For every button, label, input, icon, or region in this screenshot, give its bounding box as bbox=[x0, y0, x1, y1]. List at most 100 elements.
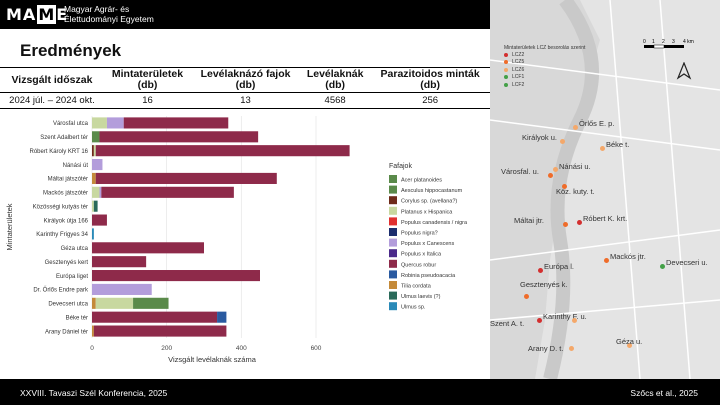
cell-sites: 16 bbox=[103, 92, 192, 109]
credit-label: Szőcs et al., 2025 bbox=[630, 388, 698, 398]
bar-segment bbox=[101, 186, 234, 198]
y-tick-label: Európa liget bbox=[56, 274, 88, 280]
y-tick-label: Gesztenyés kert bbox=[45, 260, 89, 266]
x-tick-label: 600 bbox=[311, 345, 322, 352]
map-legend-item: LCF2 bbox=[504, 81, 585, 89]
map-site-label: Nánási u. bbox=[559, 162, 591, 171]
map-site-marker[interactable] bbox=[627, 343, 632, 348]
map-legend-label: LCZ5 bbox=[512, 59, 525, 66]
bar-segment bbox=[92, 325, 94, 337]
y-tick-label: Dr. Őrlős Endre park bbox=[33, 287, 89, 294]
map-site-marker[interactable] bbox=[538, 268, 543, 273]
x-tick-label: 400 bbox=[236, 345, 247, 352]
legend-label: Quercus robur bbox=[401, 262, 436, 268]
bar-segment bbox=[92, 186, 100, 198]
legend-dot bbox=[504, 75, 508, 80]
legend-swatch bbox=[389, 217, 397, 226]
legend-swatch bbox=[389, 281, 397, 289]
bar-segment bbox=[92, 256, 147, 268]
map-site-marker[interactable] bbox=[560, 139, 565, 144]
map-site-label: Köz. kuty. t. bbox=[556, 187, 595, 196]
map-site-label: Gesztenyés k. bbox=[520, 280, 568, 289]
mame-logo: MA ME bbox=[6, 5, 69, 24]
map-site-marker[interactable] bbox=[577, 220, 582, 225]
university-line-1: Magyar Agrár- és bbox=[64, 4, 130, 14]
map-site-label: Máltai jtr. bbox=[514, 216, 545, 225]
bar-segment bbox=[92, 172, 96, 184]
map-site-label: Devecseri u. bbox=[666, 258, 708, 267]
cell-period: 2024 júl. – 2024 okt. bbox=[0, 92, 104, 109]
y-axis-label: Mintaterületek bbox=[5, 203, 14, 250]
map-site-marker[interactable] bbox=[572, 318, 577, 323]
y-tick-label: Szent Adalbert tér bbox=[40, 135, 88, 141]
header-bar: MA ME Magyar Agrár- és Élettudományi Egye… bbox=[0, 0, 490, 29]
legend-swatch bbox=[389, 185, 397, 194]
map-site-marker[interactable] bbox=[553, 167, 558, 172]
col-header-period: Vizsgált időszak bbox=[0, 67, 104, 93]
table-row: 2024 júl. – 2024 okt. 16 13 4568 256 bbox=[0, 92, 490, 109]
legend-dot bbox=[504, 52, 508, 57]
map-legend-item: LCZ5 bbox=[504, 59, 585, 67]
bar-segment bbox=[92, 145, 94, 157]
legend-label: Populus x Canescens bbox=[401, 241, 454, 247]
y-tick-label: Városfal utca bbox=[53, 121, 89, 127]
scale-label: 1 bbox=[652, 39, 655, 45]
cell-mines: 4568 bbox=[299, 92, 371, 109]
legend-swatch bbox=[389, 196, 397, 205]
legend-swatch bbox=[389, 270, 397, 279]
map-site-marker[interactable] bbox=[562, 184, 567, 189]
bar-segment bbox=[92, 214, 107, 226]
x-axis-label: Vizsgált levélaknák száma bbox=[168, 355, 257, 364]
map-legend-item: LCZ6 bbox=[504, 66, 585, 74]
footer-bar: XXVIII. Tavaszi Szél Konferencia, 2025 S… bbox=[0, 379, 720, 405]
bar-segment bbox=[217, 311, 227, 323]
legend-dot bbox=[504, 82, 508, 87]
summary-header-row: Vizsgált időszak Mintaterületek (db) Levé… bbox=[0, 67, 490, 93]
legend-title: Fafajok bbox=[389, 163, 412, 170]
map-site-marker[interactable] bbox=[537, 318, 542, 323]
map-site-label: Európa l. bbox=[544, 262, 575, 271]
bar-segment bbox=[99, 131, 259, 143]
map-site-marker[interactable] bbox=[548, 173, 553, 178]
map-site-marker[interactable] bbox=[600, 146, 605, 151]
map-site-label: Városfal. u. bbox=[501, 167, 539, 176]
legend-label: Ulmus sp. bbox=[401, 305, 426, 311]
map-site-marker[interactable] bbox=[524, 294, 529, 299]
map-site-marker[interactable] bbox=[604, 258, 609, 263]
legend-label: Aesculus hippocastanum bbox=[401, 188, 463, 194]
bar-segment bbox=[133, 297, 169, 309]
scale-bar: 0 1 2 3 4 km bbox=[643, 39, 694, 49]
map-site-label: Karinthy F. u. bbox=[543, 312, 587, 321]
legend-dot bbox=[504, 60, 508, 65]
bar-segment bbox=[106, 117, 124, 129]
summary-table: Vizsgált időszak Mintaterületek (db) Levé… bbox=[0, 67, 490, 109]
bar-segment bbox=[93, 200, 98, 212]
map-site-label: Géza u. bbox=[616, 337, 643, 346]
legend-label: Ulmus laevis (?) bbox=[401, 294, 441, 300]
map-site-marker[interactable] bbox=[660, 264, 665, 269]
y-tick-label: Máltai játszótér bbox=[48, 177, 88, 183]
map-site-label: Arany D. t. bbox=[528, 344, 564, 353]
bar-segment bbox=[92, 117, 107, 129]
legend-label: Populus x Italica bbox=[401, 252, 442, 258]
bar-segment bbox=[93, 325, 227, 337]
map-site-label: Róbert K. krt. bbox=[583, 214, 628, 223]
bar-segment bbox=[92, 283, 152, 295]
legend-label: Tilia cordata bbox=[401, 284, 432, 290]
map-legend-label: LCF1 bbox=[512, 74, 525, 81]
legend-swatch bbox=[389, 259, 397, 268]
map-site-marker[interactable] bbox=[569, 346, 574, 351]
map-background bbox=[490, 0, 720, 379]
legend-swatch bbox=[389, 175, 397, 183]
university-line-2: Élettudományi Egyetem bbox=[64, 14, 154, 24]
map-site-marker[interactable] bbox=[573, 125, 578, 130]
map-legend: Mintaterületek LCZ besorolás szerint LCZ… bbox=[504, 45, 585, 89]
bar-segment bbox=[92, 228, 94, 240]
map-legend-item: LCF1 bbox=[504, 74, 585, 82]
map-site-marker[interactable] bbox=[563, 222, 568, 227]
y-tick-label: Devecseri utca bbox=[48, 302, 88, 308]
legend-label: Platanus x Hispanica bbox=[401, 209, 453, 215]
scale-label: 2 bbox=[662, 39, 665, 45]
y-tick-label: Közösségi kutyás tér bbox=[33, 204, 88, 210]
legend-swatch bbox=[389, 302, 397, 311]
